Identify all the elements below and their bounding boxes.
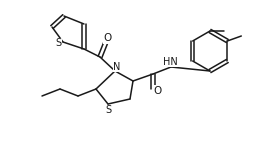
Text: S: S <box>55 38 61 48</box>
Text: S: S <box>105 105 111 115</box>
Text: N: N <box>113 62 121 72</box>
Text: HN: HN <box>163 57 177 67</box>
Text: O: O <box>104 33 112 43</box>
Text: O: O <box>153 86 161 96</box>
